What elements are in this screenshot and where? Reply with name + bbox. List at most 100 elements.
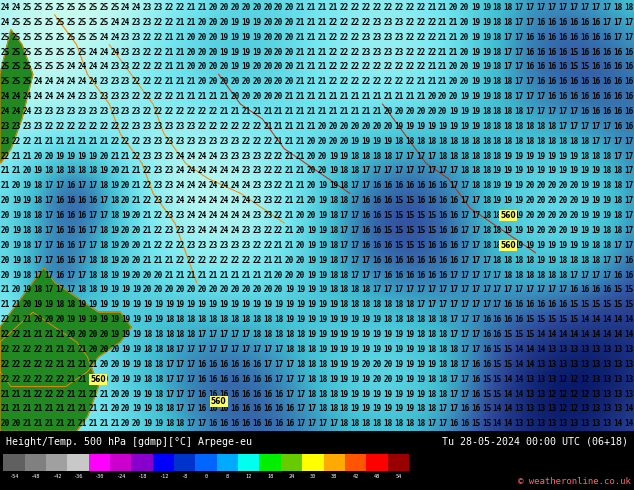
Text: 19: 19 bbox=[67, 315, 75, 324]
Text: 19: 19 bbox=[427, 122, 436, 131]
Text: 21: 21 bbox=[77, 404, 87, 414]
Text: 23: 23 bbox=[110, 62, 119, 72]
Text: 22: 22 bbox=[340, 62, 349, 72]
Text: 21: 21 bbox=[186, 3, 196, 12]
Text: 22: 22 bbox=[186, 107, 196, 116]
Text: 21: 21 bbox=[143, 226, 152, 235]
Text: 18: 18 bbox=[263, 330, 273, 339]
Text: 23: 23 bbox=[384, 33, 392, 42]
Text: 21: 21 bbox=[67, 390, 75, 398]
Text: 15: 15 bbox=[482, 375, 491, 384]
Text: 17: 17 bbox=[340, 211, 349, 220]
Text: 17: 17 bbox=[285, 390, 294, 398]
Text: 19: 19 bbox=[503, 196, 513, 205]
Text: 21: 21 bbox=[242, 270, 250, 280]
Text: 14: 14 bbox=[624, 404, 633, 414]
Text: 16: 16 bbox=[547, 48, 557, 56]
Text: 18: 18 bbox=[209, 315, 218, 324]
Text: 22: 22 bbox=[165, 3, 174, 12]
Text: 13: 13 bbox=[602, 375, 611, 384]
Text: 16: 16 bbox=[56, 196, 65, 205]
Text: 18: 18 bbox=[329, 286, 338, 294]
Text: 21: 21 bbox=[121, 167, 131, 175]
Text: 16: 16 bbox=[209, 390, 218, 398]
Text: 18: 18 bbox=[329, 241, 338, 250]
Text: 19: 19 bbox=[536, 167, 546, 175]
Text: 22: 22 bbox=[12, 360, 21, 369]
Text: 13: 13 bbox=[580, 404, 590, 414]
Text: © weatheronline.co.uk: © weatheronline.co.uk bbox=[518, 477, 631, 486]
Text: 21: 21 bbox=[340, 107, 349, 116]
Text: 19: 19 bbox=[405, 404, 415, 414]
Text: 24: 24 bbox=[23, 92, 32, 101]
Text: 23: 23 bbox=[154, 181, 163, 190]
Text: 24: 24 bbox=[44, 92, 54, 101]
Text: 16: 16 bbox=[198, 390, 207, 398]
Text: 22: 22 bbox=[132, 62, 141, 72]
Text: 13: 13 bbox=[536, 360, 546, 369]
Text: 23: 23 bbox=[165, 167, 174, 175]
Text: 20: 20 bbox=[274, 33, 283, 42]
Text: 22: 22 bbox=[340, 77, 349, 86]
Text: 20: 20 bbox=[296, 241, 305, 250]
Text: 15: 15 bbox=[503, 345, 513, 354]
Text: 17: 17 bbox=[34, 256, 43, 265]
Text: 20: 20 bbox=[88, 330, 98, 339]
Text: 18: 18 bbox=[154, 375, 163, 384]
Text: 18: 18 bbox=[482, 241, 491, 250]
Text: 18: 18 bbox=[198, 315, 207, 324]
Text: 22: 22 bbox=[165, 241, 174, 250]
Text: 19: 19 bbox=[110, 300, 119, 309]
Text: 16: 16 bbox=[230, 404, 240, 414]
Text: 16: 16 bbox=[580, 286, 590, 294]
Text: 16: 16 bbox=[559, 77, 567, 86]
Text: 22: 22 bbox=[198, 122, 207, 131]
Text: 19: 19 bbox=[307, 226, 316, 235]
Text: 19: 19 bbox=[219, 300, 229, 309]
Text: 22: 22 bbox=[329, 62, 338, 72]
Text: 18: 18 bbox=[267, 474, 273, 479]
Text: 18: 18 bbox=[296, 330, 305, 339]
Text: 22: 22 bbox=[340, 33, 349, 42]
Text: 16: 16 bbox=[536, 62, 546, 72]
Text: 16: 16 bbox=[602, 33, 611, 42]
Text: 17: 17 bbox=[88, 181, 98, 190]
Text: 19: 19 bbox=[329, 375, 338, 384]
Text: 20: 20 bbox=[274, 18, 283, 27]
Text: 20: 20 bbox=[12, 181, 21, 190]
Text: 20: 20 bbox=[296, 270, 305, 280]
Text: 24: 24 bbox=[34, 92, 43, 101]
Text: 21: 21 bbox=[99, 137, 108, 146]
Text: 19: 19 bbox=[416, 360, 425, 369]
Text: 16: 16 bbox=[384, 241, 392, 250]
Text: 21: 21 bbox=[263, 122, 273, 131]
Text: 23: 23 bbox=[176, 122, 185, 131]
Text: 13: 13 bbox=[569, 360, 578, 369]
Text: 20: 20 bbox=[285, 33, 294, 42]
Text: 19: 19 bbox=[416, 122, 425, 131]
Text: 25: 25 bbox=[99, 18, 108, 27]
Text: 15: 15 bbox=[580, 62, 590, 72]
Text: 14: 14 bbox=[493, 404, 502, 414]
Text: 18: 18 bbox=[526, 137, 535, 146]
Text: 18: 18 bbox=[559, 137, 567, 146]
Text: 21: 21 bbox=[438, 48, 448, 56]
Text: 18: 18 bbox=[591, 256, 600, 265]
Text: 19: 19 bbox=[405, 390, 415, 398]
Text: 21: 21 bbox=[307, 18, 316, 27]
Text: 20: 20 bbox=[34, 315, 43, 324]
Text: 20: 20 bbox=[384, 107, 392, 116]
Text: 19: 19 bbox=[143, 390, 152, 398]
Text: 17: 17 bbox=[624, 181, 633, 190]
Text: -30: -30 bbox=[94, 474, 104, 479]
Text: 24: 24 bbox=[198, 151, 207, 161]
Text: 23: 23 bbox=[242, 167, 250, 175]
Text: 20: 20 bbox=[12, 286, 21, 294]
Text: -48: -48 bbox=[30, 474, 40, 479]
Text: 19: 19 bbox=[252, 33, 261, 42]
Text: 18: 18 bbox=[526, 256, 535, 265]
Text: 14: 14 bbox=[613, 419, 622, 428]
Text: 20: 20 bbox=[547, 181, 557, 190]
Text: 18: 18 bbox=[394, 419, 404, 428]
Text: 21: 21 bbox=[56, 404, 65, 414]
